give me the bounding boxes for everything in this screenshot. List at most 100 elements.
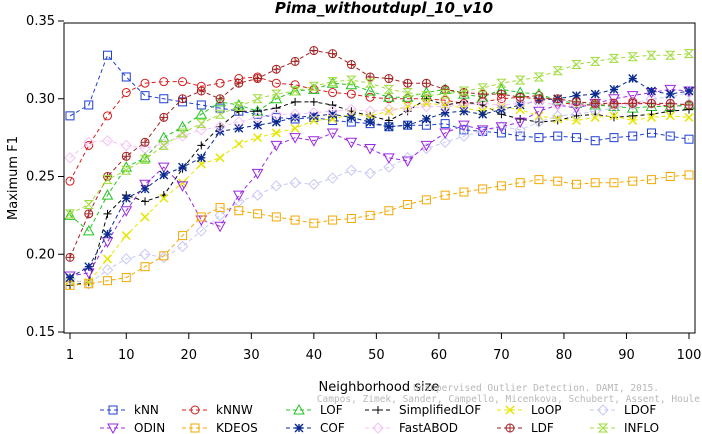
data-point (215, 153, 225, 163)
series-line (69, 54, 690, 142)
data-point (309, 111, 319, 121)
x-tick-label: 80 (556, 348, 573, 363)
legend-item: LOF (286, 403, 343, 417)
data-point (159, 94, 169, 104)
data-point (289, 86, 301, 96)
legend-label: kNNW (216, 403, 253, 417)
data-point (534, 175, 544, 185)
x-tick-label: 70 (493, 348, 510, 363)
data-point (440, 190, 450, 200)
data-point (403, 101, 413, 112)
data-point (195, 108, 208, 119)
data-point (326, 105, 339, 117)
data-point (459, 106, 469, 116)
data-point (103, 229, 113, 239)
series-line (69, 174, 690, 286)
data-point (495, 122, 508, 133)
series-kNNW (65, 72, 694, 186)
data-point (214, 95, 226, 107)
data-point (628, 131, 638, 141)
data-point (215, 94, 225, 104)
data-point (495, 99, 508, 111)
data-point (101, 237, 114, 248)
data-point (159, 170, 169, 180)
data-point (401, 102, 414, 114)
data-point (139, 142, 151, 155)
legend-label: LDOF (624, 403, 656, 417)
data-point (590, 98, 600, 108)
x-tick-label: 60 (431, 348, 448, 363)
data-point (214, 121, 226, 133)
data-point (158, 251, 170, 264)
data-point (214, 221, 226, 233)
citation-watermark-line-1: Unsupervised Outlier Detection. DAMI, 20… (413, 383, 659, 394)
legend-label: KDEOS (216, 421, 258, 434)
data-point (365, 117, 375, 127)
data-point (421, 78, 431, 88)
data-point (383, 91, 395, 102)
legend-marker (293, 403, 305, 415)
legend-marker (190, 423, 200, 433)
legend-marker (374, 406, 382, 414)
data-point (290, 123, 300, 133)
data-point (83, 136, 95, 148)
series-line (69, 82, 690, 232)
data-point (215, 103, 225, 113)
data-point (646, 175, 656, 185)
data-point (552, 66, 563, 76)
data-point (665, 172, 675, 181)
data-point (665, 111, 675, 121)
data-point (590, 178, 600, 188)
data-point (421, 98, 431, 108)
data-point (178, 231, 188, 241)
data-point (646, 50, 657, 60)
series-KDEOS (65, 170, 694, 290)
chart-title: Pima_withoutdupl_10_v10 (275, 0, 493, 17)
legend-item: LDF (497, 421, 554, 434)
data-point (157, 162, 170, 174)
x-tick-label: 40 (306, 348, 323, 363)
data-point (458, 86, 470, 96)
series-line (69, 88, 690, 277)
data-point (328, 88, 338, 98)
data-point (326, 128, 339, 139)
data-point (628, 115, 638, 126)
data-point (421, 195, 431, 205)
data-point (103, 111, 113, 121)
legend-item: FastABOD (365, 421, 458, 434)
data-point (608, 94, 620, 105)
data-point (289, 108, 301, 121)
data-point (290, 80, 300, 90)
series-line (69, 49, 690, 258)
data-point (346, 89, 356, 99)
data-point (534, 94, 544, 104)
data-point (290, 56, 300, 66)
data-point (646, 128, 656, 138)
data-point (571, 115, 581, 126)
data-point (328, 109, 338, 119)
data-point (345, 164, 358, 176)
series-layer (64, 46, 695, 290)
data-point (158, 140, 169, 150)
data-point (346, 60, 356, 70)
y-tick-label: 0.30 (26, 92, 55, 107)
data-point (290, 215, 300, 225)
data-point (215, 78, 225, 88)
data-point (476, 97, 489, 110)
data-point (270, 108, 283, 121)
data-point (251, 168, 264, 180)
data-point (459, 125, 469, 135)
data-point (553, 131, 563, 141)
data-point (440, 100, 450, 110)
data-point (177, 128, 188, 138)
data-point (533, 72, 545, 82)
data-point (477, 83, 488, 93)
x-tick-label: 50 (368, 348, 385, 363)
data-point (665, 50, 676, 60)
legend-label: INFLO (624, 421, 659, 434)
data-point (234, 107, 243, 116)
data-point (84, 209, 94, 219)
legend-marker (294, 423, 304, 433)
data-point (270, 180, 283, 192)
data-point (252, 94, 263, 104)
